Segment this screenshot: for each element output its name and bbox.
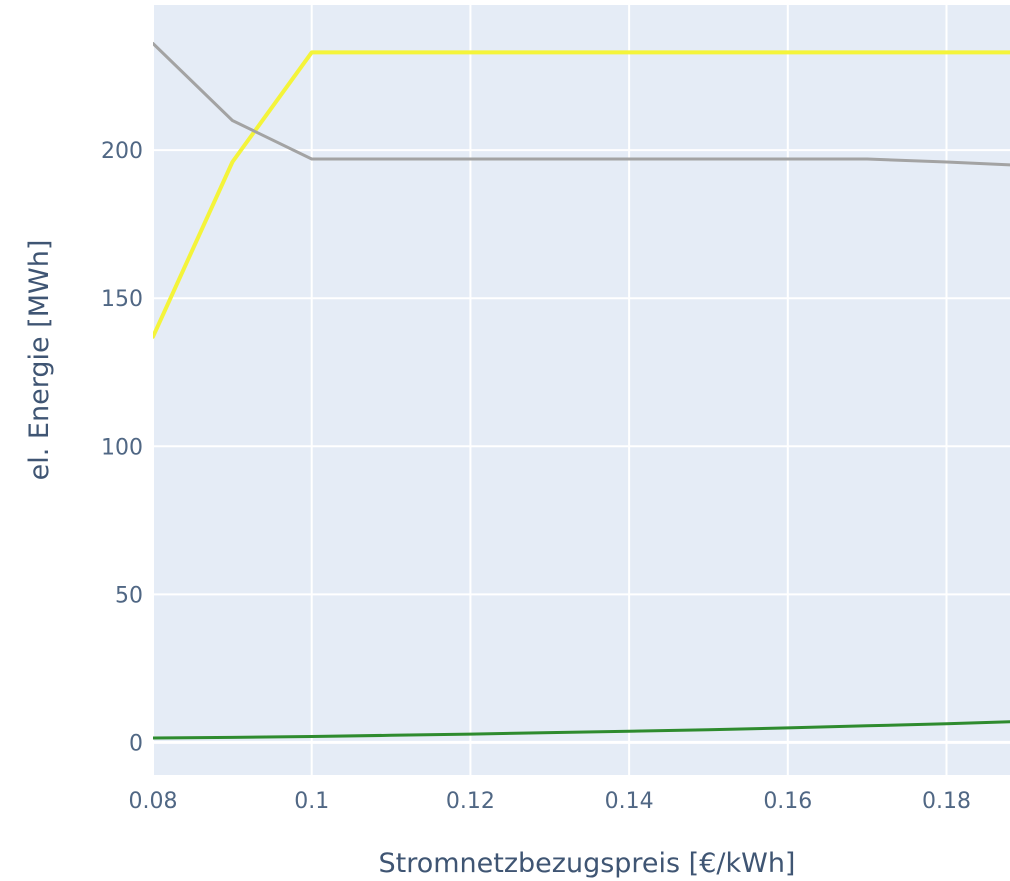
series-line-2 — [153, 720, 1010, 740]
x-tick-label-2: 0.12 — [446, 789, 495, 814]
x-axis-ticks: 0.08 0.1 0.12 0.14 0.16 0.18 — [129, 789, 972, 814]
series-line-1 — [153, 42, 1010, 167]
y-tick-label-2: 100 — [101, 435, 143, 460]
x-tick-label-1: 0.1 — [294, 789, 329, 814]
y-tick-label-3: 150 — [101, 287, 143, 312]
y-axis-ticks: 0 50 100 150 200 — [101, 139, 143, 756]
y-tick-label-1: 50 — [115, 583, 143, 608]
x-tick-label-0: 0.08 — [129, 789, 178, 814]
x-tick-label-5: 0.18 — [922, 789, 971, 814]
y-tick-label-4: 200 — [101, 139, 143, 164]
x-tick-label-4: 0.16 — [763, 789, 812, 814]
y-tick-label-0: 0 — [129, 731, 143, 756]
y-axis-title: el. Energie [MWh] — [24, 240, 55, 481]
plot-background — [153, 5, 1010, 775]
x-tick-label-3: 0.14 — [605, 789, 654, 814]
series-line-0 — [153, 50, 1010, 339]
x-axis-title: Stromnetzbezugspreis [€/kWh] — [379, 848, 796, 879]
series-lines — [153, 42, 1010, 740]
